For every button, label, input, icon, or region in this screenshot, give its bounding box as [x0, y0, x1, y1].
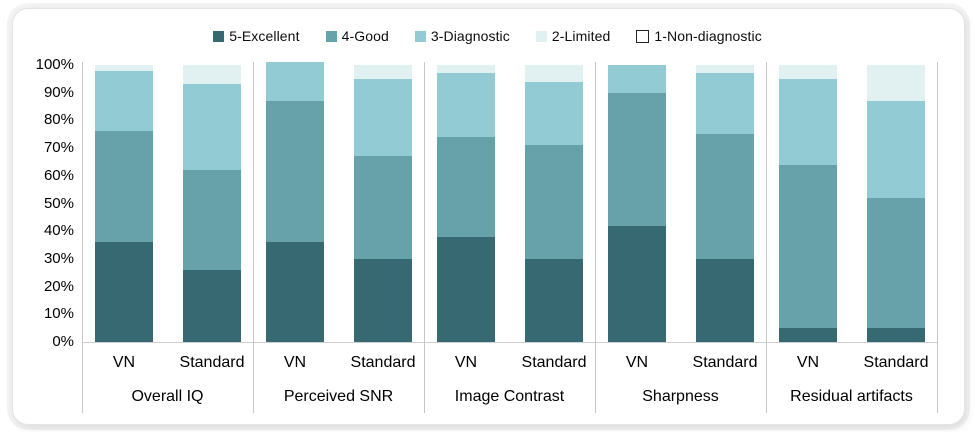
segment-5-excellent [437, 236, 495, 342]
segment-3-diagnostic [867, 101, 925, 198]
group-divider [253, 62, 254, 413]
bar-image-contrast-standard [525, 65, 583, 342]
y-tick-label-10: 10% [43, 305, 74, 323]
y-axis-line [82, 62, 83, 413]
legend-swatch-2-limited [535, 30, 547, 42]
segment-2-limited [183, 65, 241, 85]
segment-3-diagnostic [525, 81, 583, 146]
segment-3-diagnostic [437, 73, 495, 138]
group-divider [937, 62, 938, 413]
segment-2-limited [867, 65, 925, 102]
y-tick-label-90: 90% [43, 83, 74, 101]
segment-3-diagnostic [354, 78, 412, 157]
bar-label-standard: Standard [692, 354, 758, 371]
bar-overall-iq-vn [95, 65, 153, 342]
segment-4-good [779, 164, 837, 329]
segment-4-good [608, 92, 666, 226]
segment-3-diagnostic [608, 65, 666, 93]
bar-label-vn: VN [283, 354, 307, 371]
legend-swatch-3-diagnostic [414, 30, 426, 42]
segment-2-limited [437, 65, 495, 74]
segment-3-diagnostic [95, 70, 153, 132]
legend-label: 5-Excellent [229, 28, 300, 44]
y-tick-label-60: 60% [43, 166, 74, 184]
bar-label-standard: Standard [863, 354, 929, 371]
segment-2-limited [696, 65, 754, 74]
bar-residual-artifacts-vn [779, 65, 837, 342]
group-divider [424, 62, 425, 413]
legend-item-5-excellent: 5-Excellent [213, 28, 299, 44]
legend-label: 1-Non-diagnostic [654, 28, 762, 44]
y-tick-label-30: 30% [43, 249, 74, 267]
segment-5-excellent [608, 225, 666, 342]
legend-label: 4-Good [341, 28, 389, 44]
bar-image-contrast-vn [437, 65, 495, 342]
x-baseline [82, 342, 937, 343]
segment-4-good [437, 137, 495, 237]
segment-3-diagnostic [266, 62, 324, 102]
segment-3-diagnostic [183, 84, 241, 171]
bar-label-vn: VN [796, 354, 820, 371]
y-tick-label-70: 70% [43, 139, 74, 157]
legend-item-3-diagnostic: 3-Diagnostic [414, 28, 510, 44]
legend-swatch-1-non-diagnostic [636, 29, 650, 43]
category-label-residual-artifacts: Residual artifacts [790, 388, 913, 405]
segment-4-good [696, 134, 754, 259]
category-label-overall-iq: Overall IQ [131, 388, 204, 405]
plot-area [82, 62, 937, 342]
y-tick-label-100: 100% [35, 56, 74, 73]
category-label-perceived-snr: Perceived SNR [283, 388, 394, 405]
segment-5-excellent [696, 258, 754, 342]
y-tick-label-80: 80% [43, 111, 74, 129]
segment-5-excellent [266, 242, 324, 342]
bar-residual-artifacts-standard [867, 65, 925, 342]
segment-3-diagnostic [696, 73, 754, 135]
bar-label-vn: VN [454, 354, 478, 371]
segment-4-good [266, 101, 324, 243]
y-tick-label-40: 40% [43, 222, 74, 240]
segment-4-good [867, 197, 925, 329]
segment-4-good [354, 156, 412, 259]
legend-item-1-non-diagnostic: 1-Non-diagnostic [636, 28, 762, 44]
legend-label: 3-Diagnostic [430, 28, 510, 44]
group-divider [766, 62, 767, 413]
segment-2-limited [779, 65, 837, 79]
segment-5-excellent [867, 328, 925, 342]
y-tick-label-0: 0% [52, 333, 74, 350]
y-tick-label-20: 20% [43, 277, 74, 295]
legend-swatch-5-excellent [213, 30, 225, 42]
segment-2-limited [354, 65, 412, 79]
segment-4-good [95, 131, 153, 243]
category-label-sharpness: Sharpness [642, 388, 719, 405]
legend-label: 2-Limited [551, 28, 611, 44]
bar-overall-iq-standard [183, 65, 241, 342]
category-label-image-contrast: Image Contrast [454, 388, 565, 405]
bar-perceived-snr-vn [266, 62, 324, 342]
legend-item-2-limited: 2-Limited [535, 28, 611, 44]
legend-item-4-good: 4-Good [325, 28, 389, 44]
segment-5-excellent [525, 258, 583, 342]
segment-5-excellent [354, 258, 412, 342]
segment-3-diagnostic [779, 78, 837, 165]
bar-label-vn: VN [112, 354, 136, 371]
y-tick-label-50: 50% [43, 194, 74, 212]
bar-sharpness-standard [696, 65, 754, 342]
segment-5-excellent [779, 328, 837, 342]
bar-label-standard: Standard [179, 354, 245, 371]
segment-5-excellent [183, 269, 241, 342]
legend-swatch-4-good [325, 30, 337, 42]
group-divider [595, 62, 596, 413]
bar-label-standard: Standard [521, 354, 587, 371]
segment-2-limited [95, 65, 153, 71]
bar-perceived-snr-standard [354, 65, 412, 342]
bar-sharpness-vn [608, 65, 666, 342]
bar-label-standard: Standard [350, 354, 416, 371]
segment-4-good [183, 170, 241, 270]
chart-legend: 5-Excellent 4-Good 3-Diagnostic 2-Limited 1-… [0, 27, 975, 45]
bar-label-vn: VN [625, 354, 649, 371]
segment-2-limited [525, 65, 583, 82]
segment-5-excellent [95, 242, 153, 342]
segment-4-good [525, 145, 583, 259]
